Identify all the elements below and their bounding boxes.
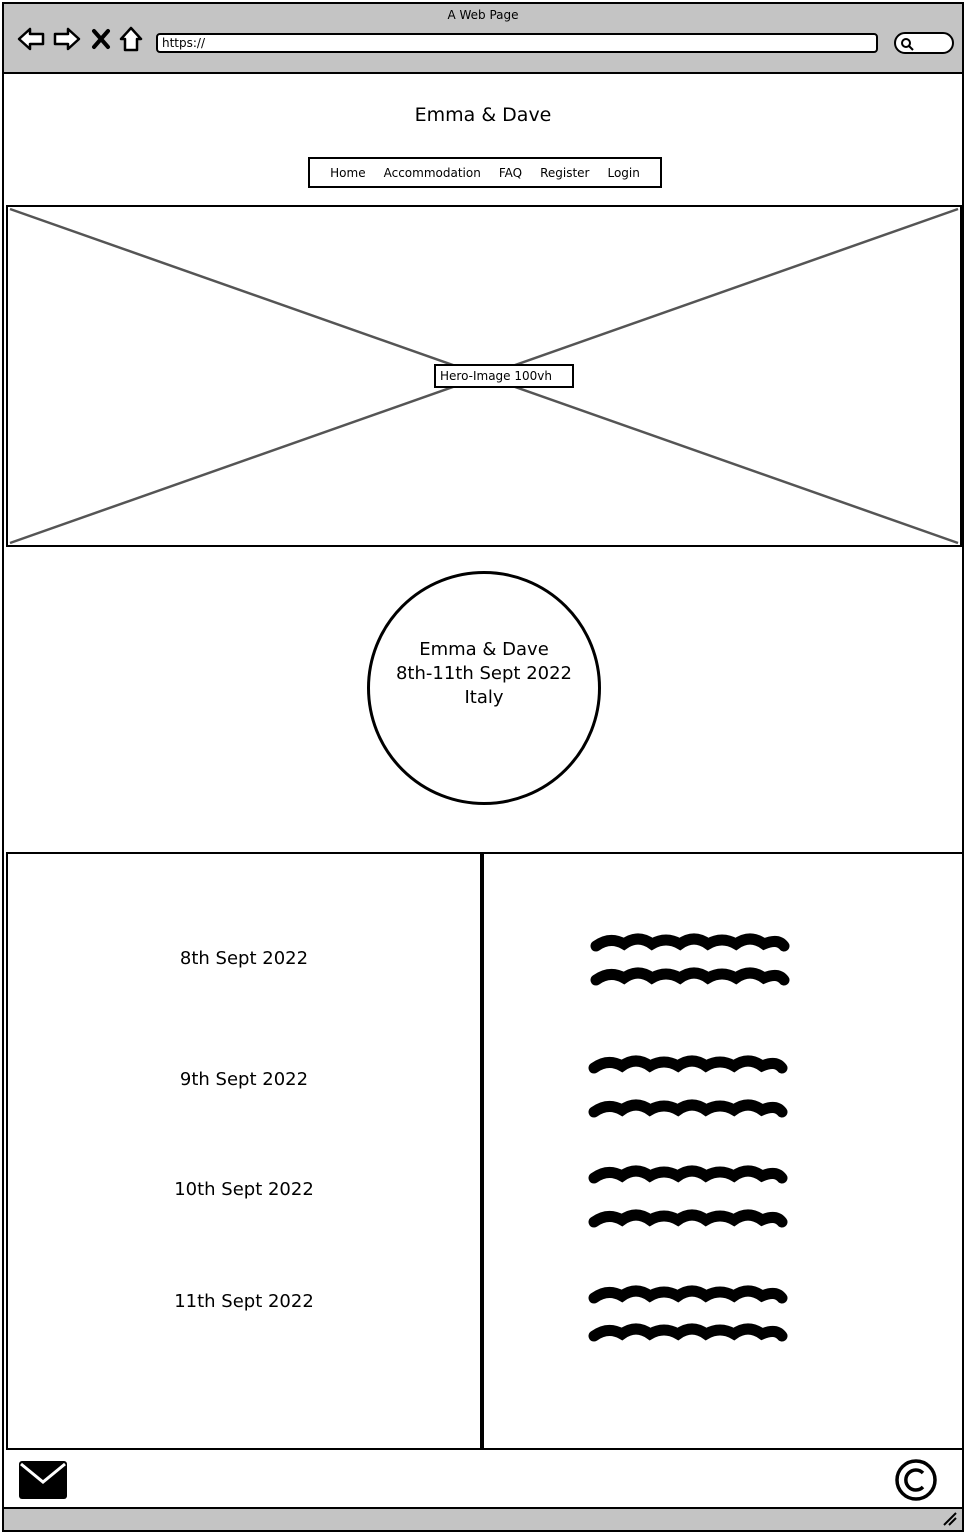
schedule-date: 11th Sept 2022 [174,1291,314,1312]
address-bar[interactable]: https:// [156,33,878,53]
schedule-date: 10th Sept 2022 [174,1179,314,1200]
nav-accommodation[interactable]: Accommodation [383,165,481,180]
site-footer [4,1450,962,1508]
nav-register[interactable]: Register [540,165,590,180]
scribble-text-placeholder [588,1055,788,1118]
nav-faq[interactable]: FAQ [498,165,523,180]
schedule-dates-column: 8th Sept 2022 9th Sept 2022 10th Sept 20… [6,852,482,1450]
schedule-date: 9th Sept 2022 [179,1069,309,1090]
hero-label: Hero-Image 100vh [434,364,574,388]
envelope-icon[interactable] [18,1460,68,1500]
home-icon[interactable] [116,24,146,54]
back-arrow-icon[interactable] [16,24,46,54]
resize-grip-icon[interactable] [942,1511,958,1527]
schedule-date: 8th Sept 2022 [179,948,309,969]
nav-home[interactable]: Home [330,165,366,180]
window-title: A Web Page [447,8,519,22]
badge-location: Italy [464,687,504,708]
hero-image-placeholder: Hero-Image 100vh [6,205,962,547]
nav-login[interactable]: Login [607,165,640,180]
browser-status-bar [4,1507,962,1530]
scribble-text-placeholder [590,933,790,986]
schedule-details-column [482,852,964,1450]
forward-arrow-icon[interactable] [52,24,82,54]
main-navigation: Home Accommodation FAQ Register Login [308,157,662,188]
site-title: Emma & Dave [414,104,552,126]
scribble-text-placeholder [588,1165,788,1228]
badge-dates: 8th-11th Sept 2022 [395,663,573,684]
scribble-text-placeholder [588,1285,788,1342]
search-icon [901,38,914,51]
event-badge: Emma & Dave 8th-11th Sept 2022 Italy [367,571,601,805]
browser-toolbar: A Web Page https:// [4,4,962,74]
badge-couple: Emma & Dave [419,639,549,660]
copyright-icon [895,1459,937,1501]
search-input[interactable] [894,32,954,54]
close-icon[interactable] [90,24,120,54]
